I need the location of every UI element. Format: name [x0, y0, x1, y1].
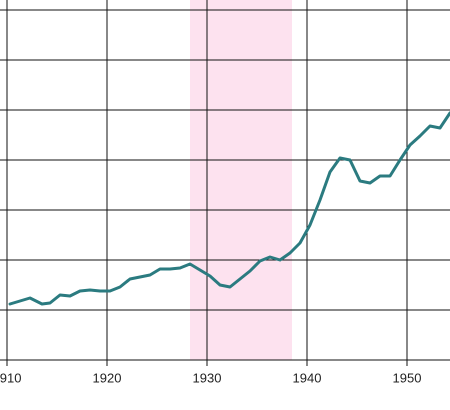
x-tick-label: 1950: [393, 370, 422, 385]
shaded-region: [190, 0, 292, 360]
data-line: [8, 111, 450, 306]
x-tick-label: 1910: [0, 370, 21, 385]
x-tick-label: 1930: [193, 370, 222, 385]
x-tick-label: 1940: [293, 370, 322, 385]
x-tick-label: 1920: [93, 370, 122, 385]
